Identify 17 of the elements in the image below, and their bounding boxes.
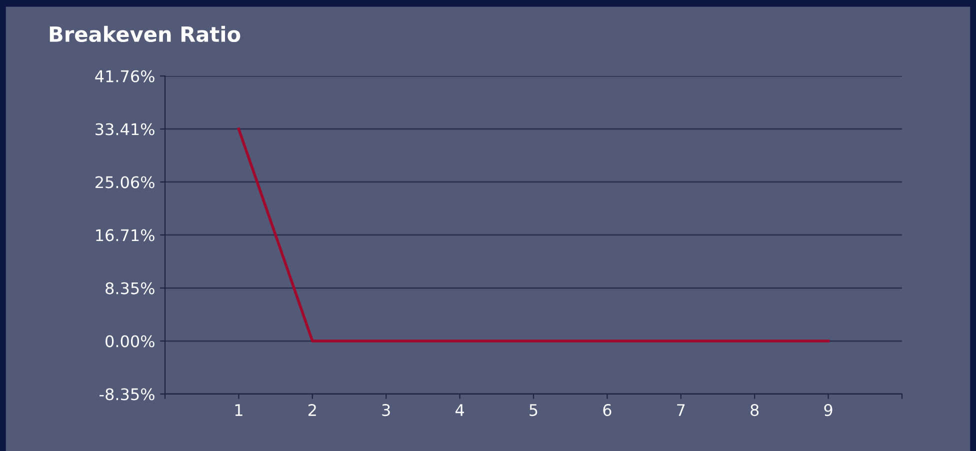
x-tick-label: 3 bbox=[382, 404, 390, 416]
y-tick-label: -8.35% bbox=[100, 388, 154, 400]
x-tick-label: 7 bbox=[677, 404, 685, 416]
x-tick-label: 8 bbox=[750, 404, 759, 416]
y-tick-label: 0.00% bbox=[106, 335, 154, 348]
x-tick-label: 2 bbox=[308, 404, 316, 416]
y-tick-label: 8.35% bbox=[106, 282, 154, 294]
y-tick-label: 33.41% bbox=[96, 123, 154, 136]
y-tick-label: 25.06% bbox=[96, 176, 154, 188]
x-tick-label: 9 bbox=[824, 404, 832, 416]
x-tick-label: 1 bbox=[235, 404, 242, 416]
chart-title: Breakeven Ratio bbox=[50, 26, 240, 42]
x-tick-label: 4 bbox=[456, 404, 464, 416]
x-tick-label: 6 bbox=[603, 404, 612, 416]
y-tick-label: 41.76% bbox=[95, 70, 154, 82]
y-tick-label: 16.71% bbox=[96, 229, 154, 242]
x-tick-label: 5 bbox=[530, 404, 538, 416]
